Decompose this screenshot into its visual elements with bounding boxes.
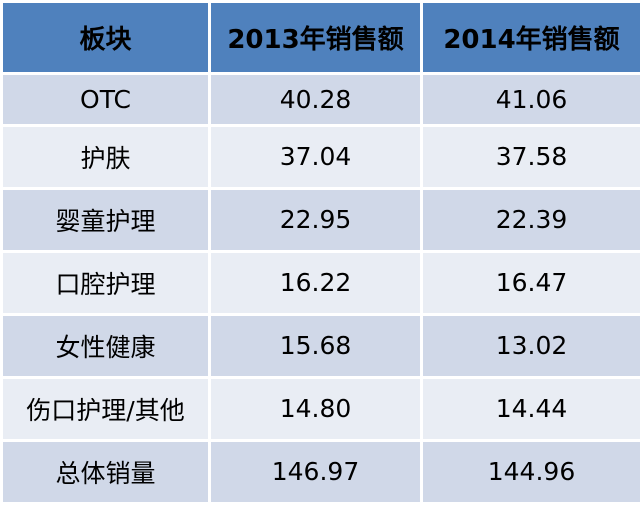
header-cell: 2014年销售额	[420, 0, 640, 75]
value-cell: 15.68	[208, 312, 423, 379]
value-cell: 13.02	[420, 312, 640, 379]
value-cell: 14.44	[420, 375, 640, 442]
table-row: 女性健康 15.68 13.02	[0, 312, 640, 379]
table-row: 口腔护理 16.22 16.47	[0, 249, 640, 316]
category-cell: 婴童护理	[0, 186, 211, 253]
table-row: 伤口护理/其他 14.80 14.44	[0, 375, 640, 442]
value-cell: 16.47	[420, 249, 640, 316]
value-cell: 16.22	[208, 249, 423, 316]
value-cell: 22.95	[208, 186, 423, 253]
value-cell: 41.06	[420, 72, 640, 127]
category-cell: 总体销量	[0, 438, 211, 505]
header-row: 板块 2013年销售额 2014年销售额	[0, 0, 640, 75]
category-cell: 口腔护理	[0, 249, 211, 316]
value-cell: 37.04	[208, 123, 423, 190]
value-cell: 146.97	[208, 438, 423, 505]
value-cell: 37.58	[420, 123, 640, 190]
table-row: 总体销量 146.97 144.96	[0, 438, 640, 505]
table-row: OTC 40.28 41.06	[0, 72, 640, 127]
category-cell: OTC	[0, 72, 211, 127]
value-cell: 22.39	[420, 186, 640, 253]
category-cell: 伤口护理/其他	[0, 375, 211, 442]
value-cell: 14.80	[208, 375, 423, 442]
header-cell: 2013年销售额	[208, 0, 423, 75]
category-cell: 女性健康	[0, 312, 211, 379]
table-row: 婴童护理 22.95 22.39	[0, 186, 640, 253]
category-cell: 护肤	[0, 123, 211, 190]
table-row: 护肤 37.04 37.58	[0, 123, 640, 190]
header-cell: 板块	[0, 0, 211, 75]
value-cell: 144.96	[420, 438, 640, 505]
value-cell: 40.28	[208, 72, 423, 127]
table-body: OTC 40.28 41.06 护肤 37.04 37.58 婴童护理 22.95 22.39 口…	[0, 72, 640, 505]
